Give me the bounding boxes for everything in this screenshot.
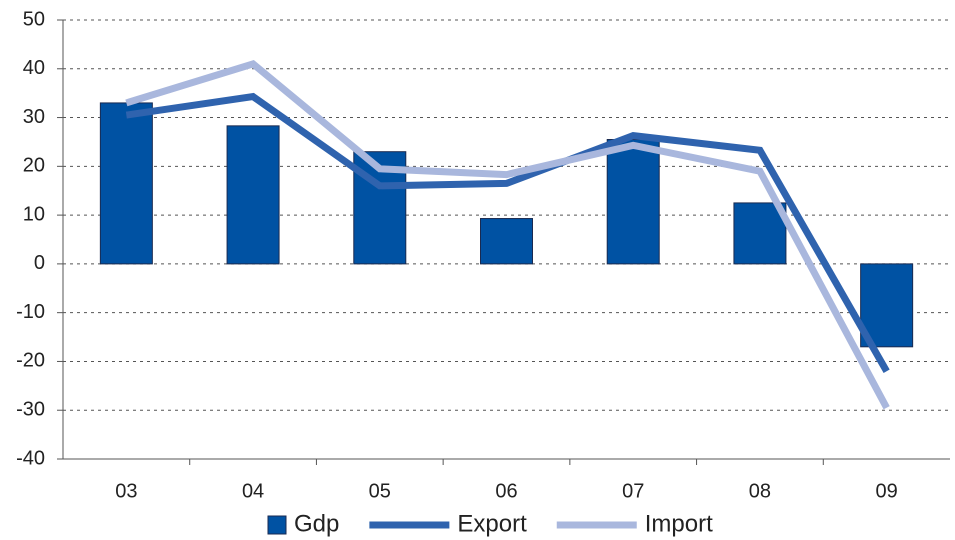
legend-label: Export — [457, 510, 527, 537]
x-tick-label: 05 — [369, 480, 391, 502]
bar — [480, 218, 533, 265]
y-tick-label: 30 — [23, 106, 45, 128]
x-tick-label: 08 — [749, 480, 771, 502]
y-tick-label: -20 — [16, 350, 45, 372]
legend-swatch — [267, 515, 287, 535]
y-tick-label: 0 — [34, 252, 45, 274]
x-tick-label: 06 — [495, 480, 517, 502]
y-tick-label: 40 — [23, 57, 45, 79]
bar — [860, 263, 914, 348]
bar — [99, 102, 153, 265]
bar — [733, 202, 787, 265]
y-tick-label: -40 — [16, 447, 45, 469]
x-tick-label: 09 — [876, 480, 898, 502]
x-tick-label: 04 — [242, 480, 264, 502]
y-tick-label: 20 — [23, 155, 45, 177]
line — [125, 92, 890, 373]
y-tick-label: 50 — [23, 8, 45, 30]
bar — [226, 125, 280, 265]
line — [125, 59, 890, 410]
legend-label: Import — [645, 510, 713, 537]
y-tick-label: -30 — [16, 399, 45, 421]
bar — [606, 139, 660, 265]
y-tick-label: 10 — [23, 203, 45, 225]
x-tick-label: 07 — [622, 480, 644, 502]
legend-label: Gdp — [294, 510, 339, 537]
x-tick-label: 03 — [115, 480, 137, 502]
y-tick-label: -10 — [16, 301, 45, 323]
